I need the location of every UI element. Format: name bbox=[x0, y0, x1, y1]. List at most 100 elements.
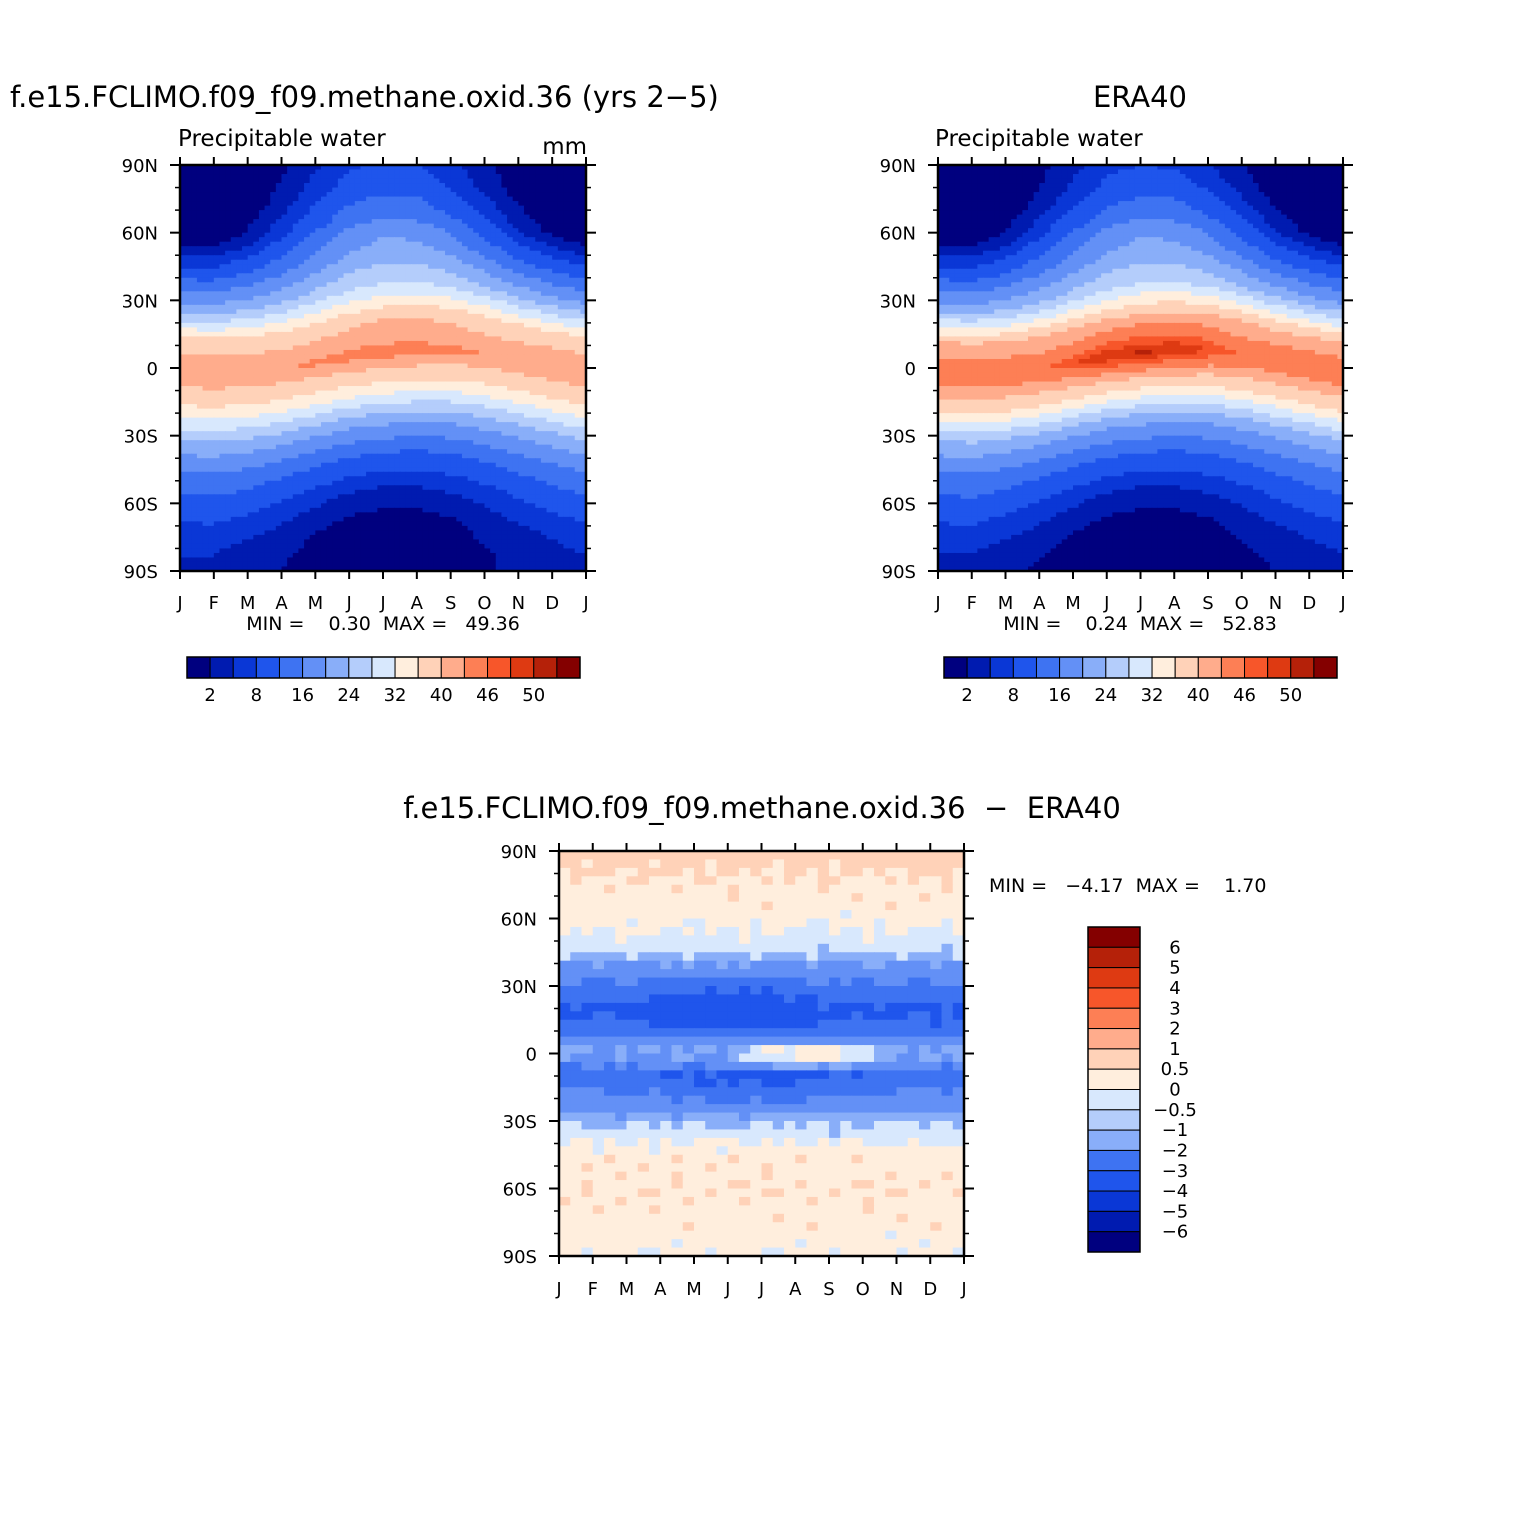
field-cell bbox=[399, 201, 407, 207]
field-cell bbox=[242, 395, 249, 401]
field-cell bbox=[580, 345, 587, 351]
field-cell bbox=[270, 250, 277, 256]
field-cell bbox=[275, 286, 283, 292]
field-cell bbox=[208, 192, 215, 198]
field-cell bbox=[337, 340, 345, 347]
field-cell bbox=[546, 322, 553, 328]
field-cell bbox=[225, 395, 232, 401]
field-cell bbox=[478, 386, 486, 392]
field-cell bbox=[439, 196, 446, 202]
field-cell bbox=[230, 259, 237, 265]
field-cell bbox=[507, 219, 514, 225]
field-cell bbox=[495, 377, 503, 383]
field-cell bbox=[213, 223, 221, 229]
field-cell bbox=[405, 322, 412, 328]
field-cell bbox=[399, 309, 407, 315]
field-cell bbox=[247, 232, 254, 238]
field-cell bbox=[535, 165, 542, 171]
field-cell bbox=[422, 187, 429, 193]
field-cell bbox=[242, 417, 249, 423]
field-cell bbox=[529, 250, 536, 256]
field-cell bbox=[433, 467, 440, 473]
field-cell bbox=[450, 422, 457, 428]
field-cell bbox=[326, 232, 333, 238]
field-cell bbox=[478, 237, 486, 243]
field-cell bbox=[540, 169, 548, 175]
field-cell bbox=[196, 187, 204, 193]
field-cell bbox=[388, 282, 395, 288]
field-cell bbox=[247, 210, 254, 216]
field-cell bbox=[394, 435, 401, 441]
field-cell bbox=[354, 192, 362, 198]
field-cell bbox=[292, 300, 300, 306]
field-cell bbox=[242, 223, 249, 229]
field-cell bbox=[552, 327, 559, 333]
field-cell bbox=[242, 201, 249, 207]
field-cell bbox=[298, 304, 305, 310]
field-cell bbox=[563, 192, 570, 198]
field-cell bbox=[535, 250, 542, 256]
field-cell bbox=[450, 471, 457, 477]
field-cell bbox=[253, 255, 260, 261]
field-cell bbox=[388, 435, 395, 441]
field-cell bbox=[445, 169, 452, 175]
field-cell bbox=[202, 210, 209, 216]
field-cell bbox=[366, 435, 373, 441]
field-cell bbox=[253, 201, 260, 207]
field-cell bbox=[450, 349, 457, 356]
field-cell bbox=[557, 268, 565, 274]
field-cell bbox=[191, 426, 198, 432]
field-cell bbox=[264, 354, 271, 360]
field-cell bbox=[512, 277, 519, 283]
field-cell bbox=[450, 250, 457, 256]
field-cell bbox=[490, 381, 497, 387]
field-cell bbox=[433, 219, 440, 225]
field-cell bbox=[360, 318, 367, 324]
field-cell bbox=[225, 354, 232, 360]
field-cell bbox=[388, 250, 395, 256]
field-cell bbox=[411, 255, 418, 261]
field-cell bbox=[281, 295, 288, 301]
field-cell bbox=[574, 340, 581, 347]
field-cell bbox=[495, 192, 503, 198]
field-cell bbox=[478, 232, 486, 238]
field-cell bbox=[360, 354, 367, 360]
field-cell bbox=[298, 340, 305, 347]
field-cell bbox=[439, 363, 446, 369]
field-cell bbox=[326, 273, 333, 279]
field-cell bbox=[428, 223, 435, 229]
field-cell bbox=[383, 219, 390, 225]
field-cell bbox=[292, 264, 300, 270]
field-cell bbox=[399, 336, 407, 342]
field-cell bbox=[196, 214, 204, 220]
field-cell bbox=[219, 413, 226, 419]
field-cell bbox=[213, 174, 221, 180]
field-cell bbox=[354, 349, 362, 356]
field-cell bbox=[281, 440, 288, 446]
field-cell bbox=[405, 192, 412, 198]
field-cell bbox=[292, 399, 300, 405]
field-cell bbox=[191, 471, 198, 477]
field-cell bbox=[258, 435, 266, 441]
field-cell bbox=[349, 178, 356, 184]
field-cell bbox=[574, 192, 581, 198]
field-cell bbox=[349, 291, 356, 297]
field-cell bbox=[366, 354, 373, 360]
field-cell bbox=[377, 431, 384, 437]
field-cell bbox=[354, 363, 362, 369]
field-cell bbox=[264, 467, 271, 473]
field-cell bbox=[253, 183, 260, 189]
field-cell bbox=[405, 399, 412, 405]
field-cell bbox=[258, 345, 266, 351]
field-cell bbox=[484, 444, 491, 450]
field-cell bbox=[405, 471, 412, 477]
field-cell bbox=[191, 318, 198, 324]
field-cell bbox=[540, 453, 548, 459]
field-cell bbox=[473, 291, 480, 297]
field-cell bbox=[535, 372, 542, 378]
field-cell bbox=[394, 336, 401, 342]
field-cell bbox=[371, 395, 378, 401]
field-cell bbox=[320, 358, 328, 365]
field-cell bbox=[557, 408, 565, 414]
field-cell bbox=[428, 201, 435, 207]
